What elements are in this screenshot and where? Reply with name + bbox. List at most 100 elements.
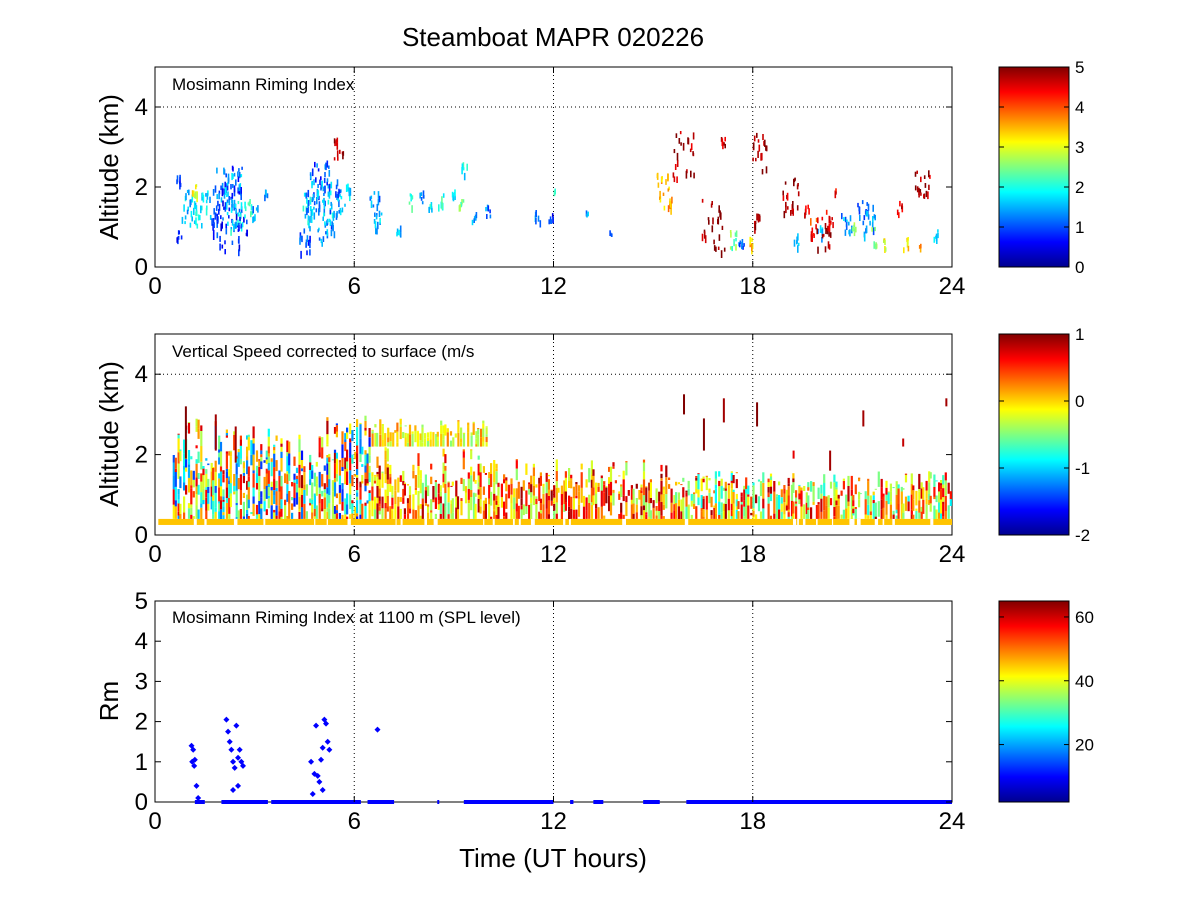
data-cell bbox=[278, 511, 281, 519]
data-cell bbox=[923, 175, 926, 179]
data-cell bbox=[233, 223, 235, 231]
data-cell bbox=[252, 426, 255, 439]
data-cell bbox=[820, 498, 823, 512]
data-cell bbox=[695, 480, 698, 489]
data-cell bbox=[720, 512, 723, 519]
data-cell bbox=[326, 160, 329, 168]
data-cell bbox=[795, 497, 798, 502]
data-cell bbox=[762, 482, 765, 499]
data-cell bbox=[219, 496, 223, 500]
data-cell bbox=[427, 485, 430, 497]
data-cell bbox=[454, 433, 457, 438]
data-cell bbox=[258, 501, 261, 515]
data-cell bbox=[535, 210, 537, 218]
data-cell bbox=[201, 223, 203, 229]
data-cell bbox=[742, 246, 744, 250]
data-cell bbox=[835, 191, 837, 195]
data-cell bbox=[675, 492, 678, 504]
data-cell bbox=[416, 430, 419, 432]
data-cell bbox=[935, 495, 938, 503]
data-cell bbox=[787, 486, 790, 496]
data-cell bbox=[845, 222, 848, 230]
data-cell bbox=[242, 475, 245, 484]
data-cell bbox=[424, 433, 427, 439]
data-cell bbox=[233, 431, 236, 435]
data-cell bbox=[216, 194, 218, 200]
data-cell bbox=[284, 473, 287, 484]
panel-riming-index: Mosimann Riming Index 0 6 12 18 24 024 Altit… bbox=[94, 58, 1084, 300]
data-cell bbox=[399, 426, 402, 440]
data-cell bbox=[366, 483, 369, 486]
data-cell bbox=[701, 198, 704, 203]
data-cell bbox=[871, 227, 873, 232]
data-cell bbox=[940, 513, 943, 519]
data-cell bbox=[216, 167, 218, 174]
data-point bbox=[308, 758, 315, 765]
data-cell bbox=[218, 478, 221, 488]
data-cell bbox=[829, 232, 832, 237]
data-cell bbox=[660, 515, 663, 519]
data-cell bbox=[795, 506, 798, 519]
data-cell bbox=[376, 471, 379, 474]
data-cell bbox=[227, 173, 230, 181]
data-cell bbox=[825, 209, 828, 215]
data-cell bbox=[640, 515, 643, 519]
data-cell bbox=[925, 490, 928, 499]
data-cell bbox=[690, 514, 693, 519]
data-cell bbox=[250, 512, 253, 515]
data-cell bbox=[751, 243, 753, 252]
data-cell bbox=[403, 483, 406, 496]
data-cell bbox=[840, 514, 843, 519]
data-cell bbox=[865, 225, 868, 234]
data-cell bbox=[346, 449, 349, 462]
data-cell bbox=[411, 196, 413, 200]
data-cell bbox=[658, 501, 661, 511]
data-cell bbox=[656, 173, 659, 179]
data-cell bbox=[885, 480, 888, 488]
data-cell bbox=[185, 485, 188, 495]
data-cell bbox=[560, 494, 563, 505]
data-cell bbox=[222, 489, 225, 497]
data-cell bbox=[737, 501, 740, 510]
data-cell bbox=[404, 432, 407, 438]
data-cell bbox=[430, 463, 433, 470]
data-cell bbox=[575, 482, 578, 484]
surface-gap bbox=[492, 518, 495, 525]
data-cell bbox=[832, 222, 834, 229]
data-cell bbox=[328, 479, 331, 496]
data-cell bbox=[918, 473, 921, 489]
data-cell bbox=[660, 473, 663, 479]
data-cell bbox=[609, 230, 611, 236]
data-cell bbox=[719, 210, 721, 218]
data-cell bbox=[821, 216, 824, 221]
data-cell bbox=[670, 512, 673, 519]
data-cell bbox=[330, 203, 333, 210]
data-cell bbox=[792, 201, 794, 209]
data-cell bbox=[218, 435, 221, 437]
data-cell bbox=[929, 495, 932, 504]
data-cell bbox=[480, 437, 483, 447]
data-cell bbox=[331, 221, 333, 227]
surface-gap bbox=[622, 518, 624, 525]
data-cell bbox=[313, 472, 316, 487]
data-cell bbox=[701, 233, 704, 242]
data-cell bbox=[392, 433, 395, 447]
data-cell bbox=[376, 476, 379, 486]
data-cell bbox=[895, 481, 898, 495]
data-cell bbox=[239, 445, 242, 459]
data-cell bbox=[309, 249, 311, 256]
data-cell bbox=[346, 432, 349, 439]
data-cell bbox=[414, 487, 417, 490]
data-cell bbox=[835, 487, 838, 490]
data-cell bbox=[938, 512, 941, 519]
data-cell bbox=[808, 208, 810, 215]
data-cell bbox=[933, 236, 936, 243]
data-cell bbox=[505, 493, 508, 509]
data-cell bbox=[761, 169, 764, 175]
data-cell bbox=[187, 503, 191, 509]
data-cell bbox=[444, 506, 447, 519]
data-cell bbox=[436, 440, 439, 447]
data-cell bbox=[321, 242, 323, 247]
data-cell bbox=[580, 487, 583, 503]
data-cell bbox=[228, 514, 231, 519]
